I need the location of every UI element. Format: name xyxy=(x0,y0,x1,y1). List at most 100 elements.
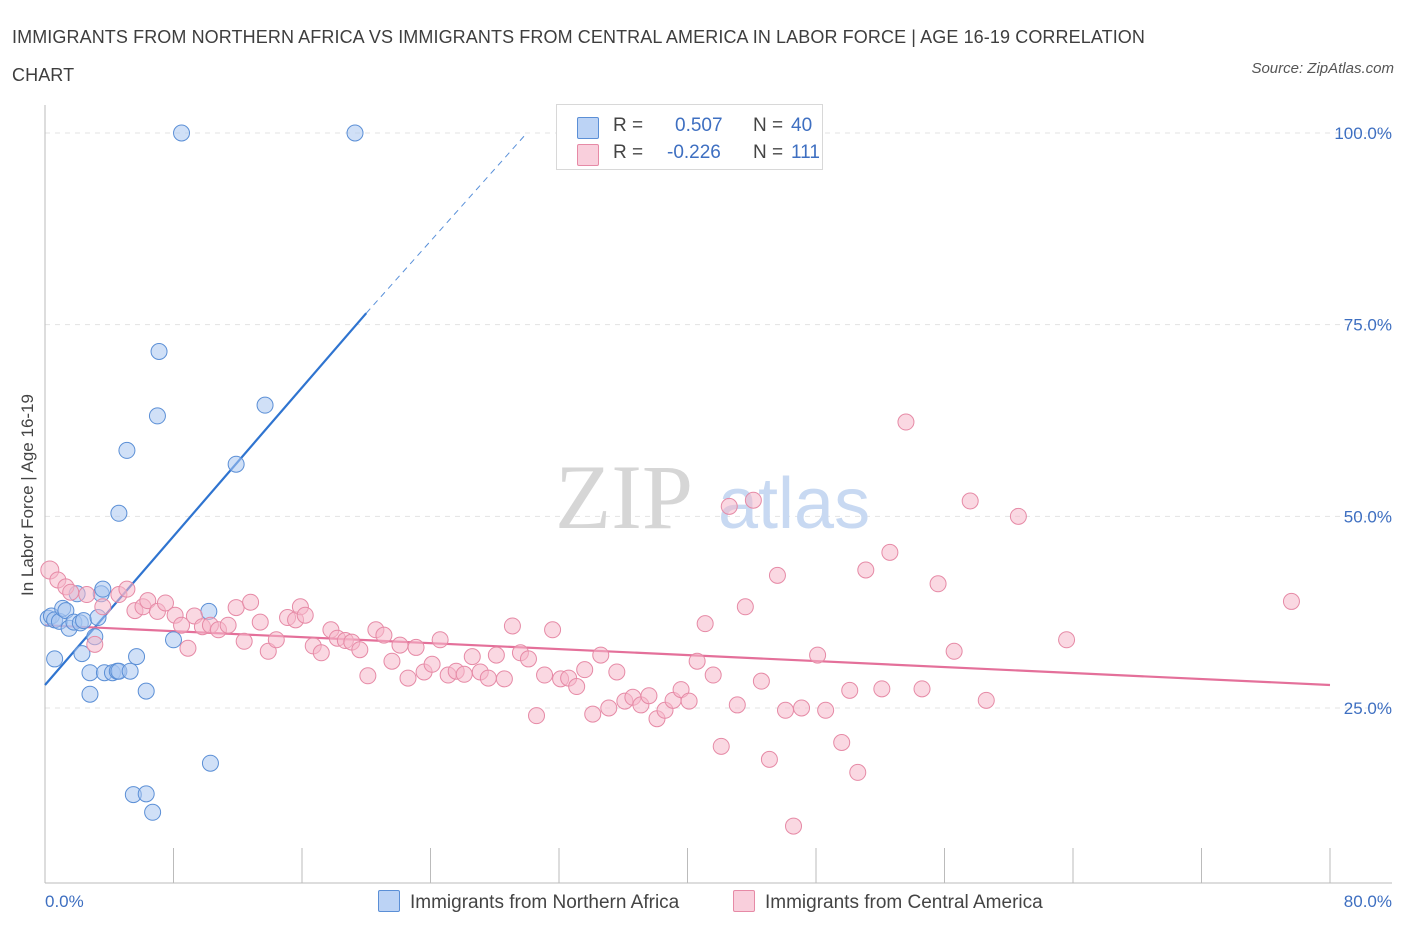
pink-point xyxy=(479,669,497,687)
blue-point xyxy=(144,803,162,821)
pink-point xyxy=(809,646,827,664)
pink-point xyxy=(744,491,762,509)
pink-point xyxy=(463,648,481,666)
pink-point xyxy=(873,680,891,698)
pink-point xyxy=(680,692,698,710)
pink-point xyxy=(1009,507,1027,525)
pink-point xyxy=(455,665,473,683)
blue-point xyxy=(137,682,155,700)
legend-n-value-pink: 111 xyxy=(791,142,820,163)
y-tick-label: 75.0% xyxy=(1344,316,1392,335)
pink-point xyxy=(728,696,746,714)
pink-point xyxy=(576,661,594,679)
watermark-zip: ZIP xyxy=(555,446,693,548)
pink-point xyxy=(312,644,330,662)
blue-point xyxy=(148,407,166,425)
y-tick-label: 50.0% xyxy=(1344,507,1392,526)
pink-point xyxy=(118,580,136,598)
chart-title: IMMIGRANTS FROM NORTHERN AFRICA VS IMMIG… xyxy=(12,27,1145,85)
correlation-legend: R = 0.507 N = 40 R = -0.226 N = 111 xyxy=(556,104,823,170)
pink-point xyxy=(897,413,915,431)
pink-point xyxy=(736,598,754,616)
pink-point xyxy=(817,701,835,719)
pink-point xyxy=(251,613,269,631)
pink-point xyxy=(351,641,369,659)
pink-point xyxy=(640,687,658,705)
blue-point xyxy=(256,396,274,414)
pink-trend-line xyxy=(44,624,1331,687)
blue-point xyxy=(227,455,245,473)
pink-point xyxy=(62,583,80,601)
blue-point xyxy=(73,645,91,663)
y-axis-title: In Labor Force | Age 16-19 xyxy=(18,394,37,596)
blue-point xyxy=(128,648,146,666)
pink-point xyxy=(881,543,899,561)
pink-point xyxy=(399,669,417,687)
data-points xyxy=(39,124,1300,835)
legend-swatch-blue xyxy=(577,117,599,139)
blue-point xyxy=(46,650,64,668)
pink-point xyxy=(961,492,979,510)
pink-point xyxy=(696,615,714,633)
pink-point xyxy=(296,606,314,624)
bottom-legend-swatch-blue xyxy=(378,890,400,912)
blue-point xyxy=(57,602,75,620)
pink-point xyxy=(407,638,425,656)
pink-point xyxy=(568,678,586,696)
legend-r-value-blue: 0.507 xyxy=(675,115,723,136)
pink-point xyxy=(86,635,104,653)
blue-point xyxy=(150,343,168,360)
pink-point xyxy=(760,750,778,768)
blue-point xyxy=(165,631,182,649)
tick-labels: 25.0% 50.0% 75.0% 100.0% 0.0% 80.0% xyxy=(45,124,1392,911)
pink-point xyxy=(227,599,245,617)
blue-trend-extension xyxy=(365,132,528,314)
blue-point xyxy=(121,662,139,680)
pink-point xyxy=(519,650,537,668)
pink-point xyxy=(793,699,811,717)
pink-point xyxy=(672,681,690,699)
pink-point xyxy=(78,586,96,604)
blue-point xyxy=(173,124,191,142)
legend-r-label: R = xyxy=(613,142,644,163)
pink-point xyxy=(584,705,602,723)
legend-n-label: N = xyxy=(753,115,784,136)
blue-point xyxy=(137,785,155,803)
pink-point xyxy=(600,699,618,717)
pink-point xyxy=(752,672,770,690)
x-tick-label: 80.0% xyxy=(1344,892,1392,911)
pink-point xyxy=(139,592,157,610)
bottom-legend-swatch-pink xyxy=(733,890,755,912)
pink-point xyxy=(712,737,730,755)
pink-point xyxy=(945,642,963,660)
pink-point xyxy=(375,626,393,644)
pink-point xyxy=(977,691,995,709)
pink-point xyxy=(720,497,738,515)
pink-point xyxy=(608,663,626,681)
y-tick-label: 100.0% xyxy=(1334,124,1392,143)
pink-point xyxy=(267,631,285,649)
pink-point xyxy=(929,575,947,593)
pink-point xyxy=(592,646,610,664)
x-tick-label: 0.0% xyxy=(45,892,84,911)
legend-n-value-blue: 40 xyxy=(791,115,813,136)
blue-point xyxy=(118,441,136,459)
blue-point xyxy=(346,124,364,142)
pink-point xyxy=(383,652,401,670)
watermark-atlas: atlas xyxy=(718,464,870,544)
legend-swatch-pink xyxy=(577,144,599,166)
legend-n-label: N = xyxy=(753,142,784,163)
pink-point xyxy=(857,561,875,579)
pink-point xyxy=(179,639,197,657)
pink-point xyxy=(768,566,786,584)
bottom-legend-pink: Immigrants from Central America xyxy=(733,890,1043,914)
bottom-legend-label-pink: Immigrants from Central America xyxy=(765,892,1043,913)
pink-point xyxy=(503,617,521,635)
pink-point xyxy=(423,655,441,673)
pink-point xyxy=(528,707,546,725)
legend-r-value-pink: -0.226 xyxy=(667,142,721,163)
pink-point xyxy=(259,642,277,660)
pink-point xyxy=(1058,631,1076,649)
pink-point xyxy=(1282,592,1300,610)
